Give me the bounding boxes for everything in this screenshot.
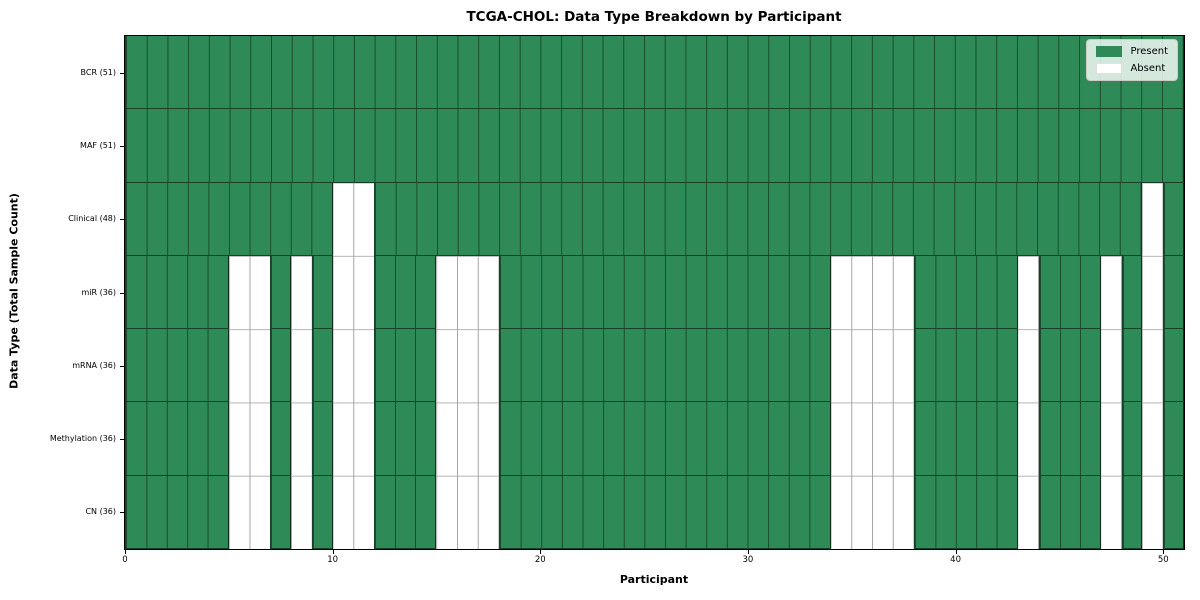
present-cells-run	[1038, 475, 1101, 549]
legend: Present Absent	[1086, 39, 1178, 81]
y-tick-label: MAF (51)	[80, 140, 116, 150]
x-tick-label: 30	[742, 555, 754, 565]
x-tick-mark	[125, 550, 126, 554]
chart-title: TCGA-CHOL: Data Type Breakdown by Partic…	[466, 9, 842, 25]
present-cells-run	[1163, 182, 1184, 256]
present-cells-run	[125, 255, 229, 330]
legend-label-absent: Absent	[1130, 63, 1166, 74]
present-cells-run	[1121, 255, 1143, 330]
y-tick-mark	[120, 365, 124, 367]
y-tick-mark	[120, 292, 124, 294]
present-cells-run	[914, 475, 1018, 549]
absent-swatch-icon	[1096, 63, 1123, 74]
y-tick-mark	[120, 219, 124, 221]
present-cells-run	[1163, 402, 1184, 476]
present-cells-run	[1038, 329, 1101, 403]
plot-area: Present Absent	[124, 35, 1185, 550]
present-cells-run	[498, 475, 831, 549]
y-tick-label: BCR (51)	[80, 67, 116, 77]
present-cells-run	[498, 402, 831, 476]
x-tick-mark	[747, 550, 749, 554]
present-cells-run	[270, 329, 292, 403]
present-cells-run	[498, 329, 831, 403]
present-cells-run	[1121, 402, 1143, 476]
x-tick-mark	[955, 550, 957, 554]
present-cells-run	[914, 255, 1018, 330]
x-tick-mark	[540, 550, 542, 554]
present-cells-run	[374, 329, 437, 403]
present-cells-run	[125, 475, 229, 549]
present-cells-run	[311, 329, 333, 403]
x-tick-label: 40	[950, 555, 961, 565]
present-cells-run	[1038, 255, 1101, 330]
y-tick-mark	[120, 72, 124, 74]
present-cells-run	[125, 109, 1184, 183]
present-cells-run	[498, 255, 831, 330]
present-cells-run	[270, 255, 292, 330]
x-tick-label: 0	[122, 555, 128, 565]
y-tick-label: CN (36)	[85, 507, 116, 517]
y-tick-mark	[120, 512, 124, 514]
y-tick-label: Methylation (36)	[49, 434, 116, 444]
legend-label-present: Present	[1130, 46, 1168, 57]
present-cells-run	[1121, 475, 1143, 549]
present-cells-run	[125, 36, 1184, 110]
legend-entry-present: Present	[1096, 46, 1168, 57]
y-tick-mark	[120, 439, 124, 441]
present-cells-run	[914, 402, 1018, 476]
present-cells-run	[374, 402, 437, 476]
present-cells-run	[1163, 475, 1184, 549]
present-cells-run	[270, 475, 292, 549]
present-cells-run	[270, 402, 292, 476]
present-cells-run	[914, 329, 1018, 403]
present-cells-run	[374, 182, 1143, 256]
x-tick-mark	[332, 550, 334, 554]
present-cells-run	[125, 182, 333, 256]
x-axis-title: Participant	[619, 573, 689, 586]
present-cells-run	[311, 475, 333, 549]
y-tick-mark	[120, 145, 124, 147]
y-tick-label: Clinical (48)	[68, 214, 116, 224]
present-cells-run	[125, 329, 229, 403]
present-cells-run	[311, 402, 333, 476]
present-cells-run	[374, 475, 437, 549]
present-cells-run	[1038, 402, 1101, 476]
present-cells-run	[311, 255, 333, 330]
y-tick-label: miR (36)	[81, 287, 116, 297]
present-cells-run	[1163, 329, 1184, 403]
present-cells-run	[125, 402, 229, 476]
y-tick-label: mRNA (36)	[72, 360, 116, 370]
present-cells-run	[1163, 255, 1184, 330]
x-tick-mark	[1163, 550, 1165, 554]
legend-entry-absent: Absent	[1096, 63, 1168, 74]
present-cells-run	[374, 255, 437, 330]
x-tick-label: 20	[534, 555, 546, 565]
present-cells-run	[1121, 329, 1143, 403]
x-tick-label: 50	[1157, 555, 1169, 565]
x-tick-label: 10	[327, 555, 339, 565]
present-swatch-icon	[1096, 46, 1123, 57]
